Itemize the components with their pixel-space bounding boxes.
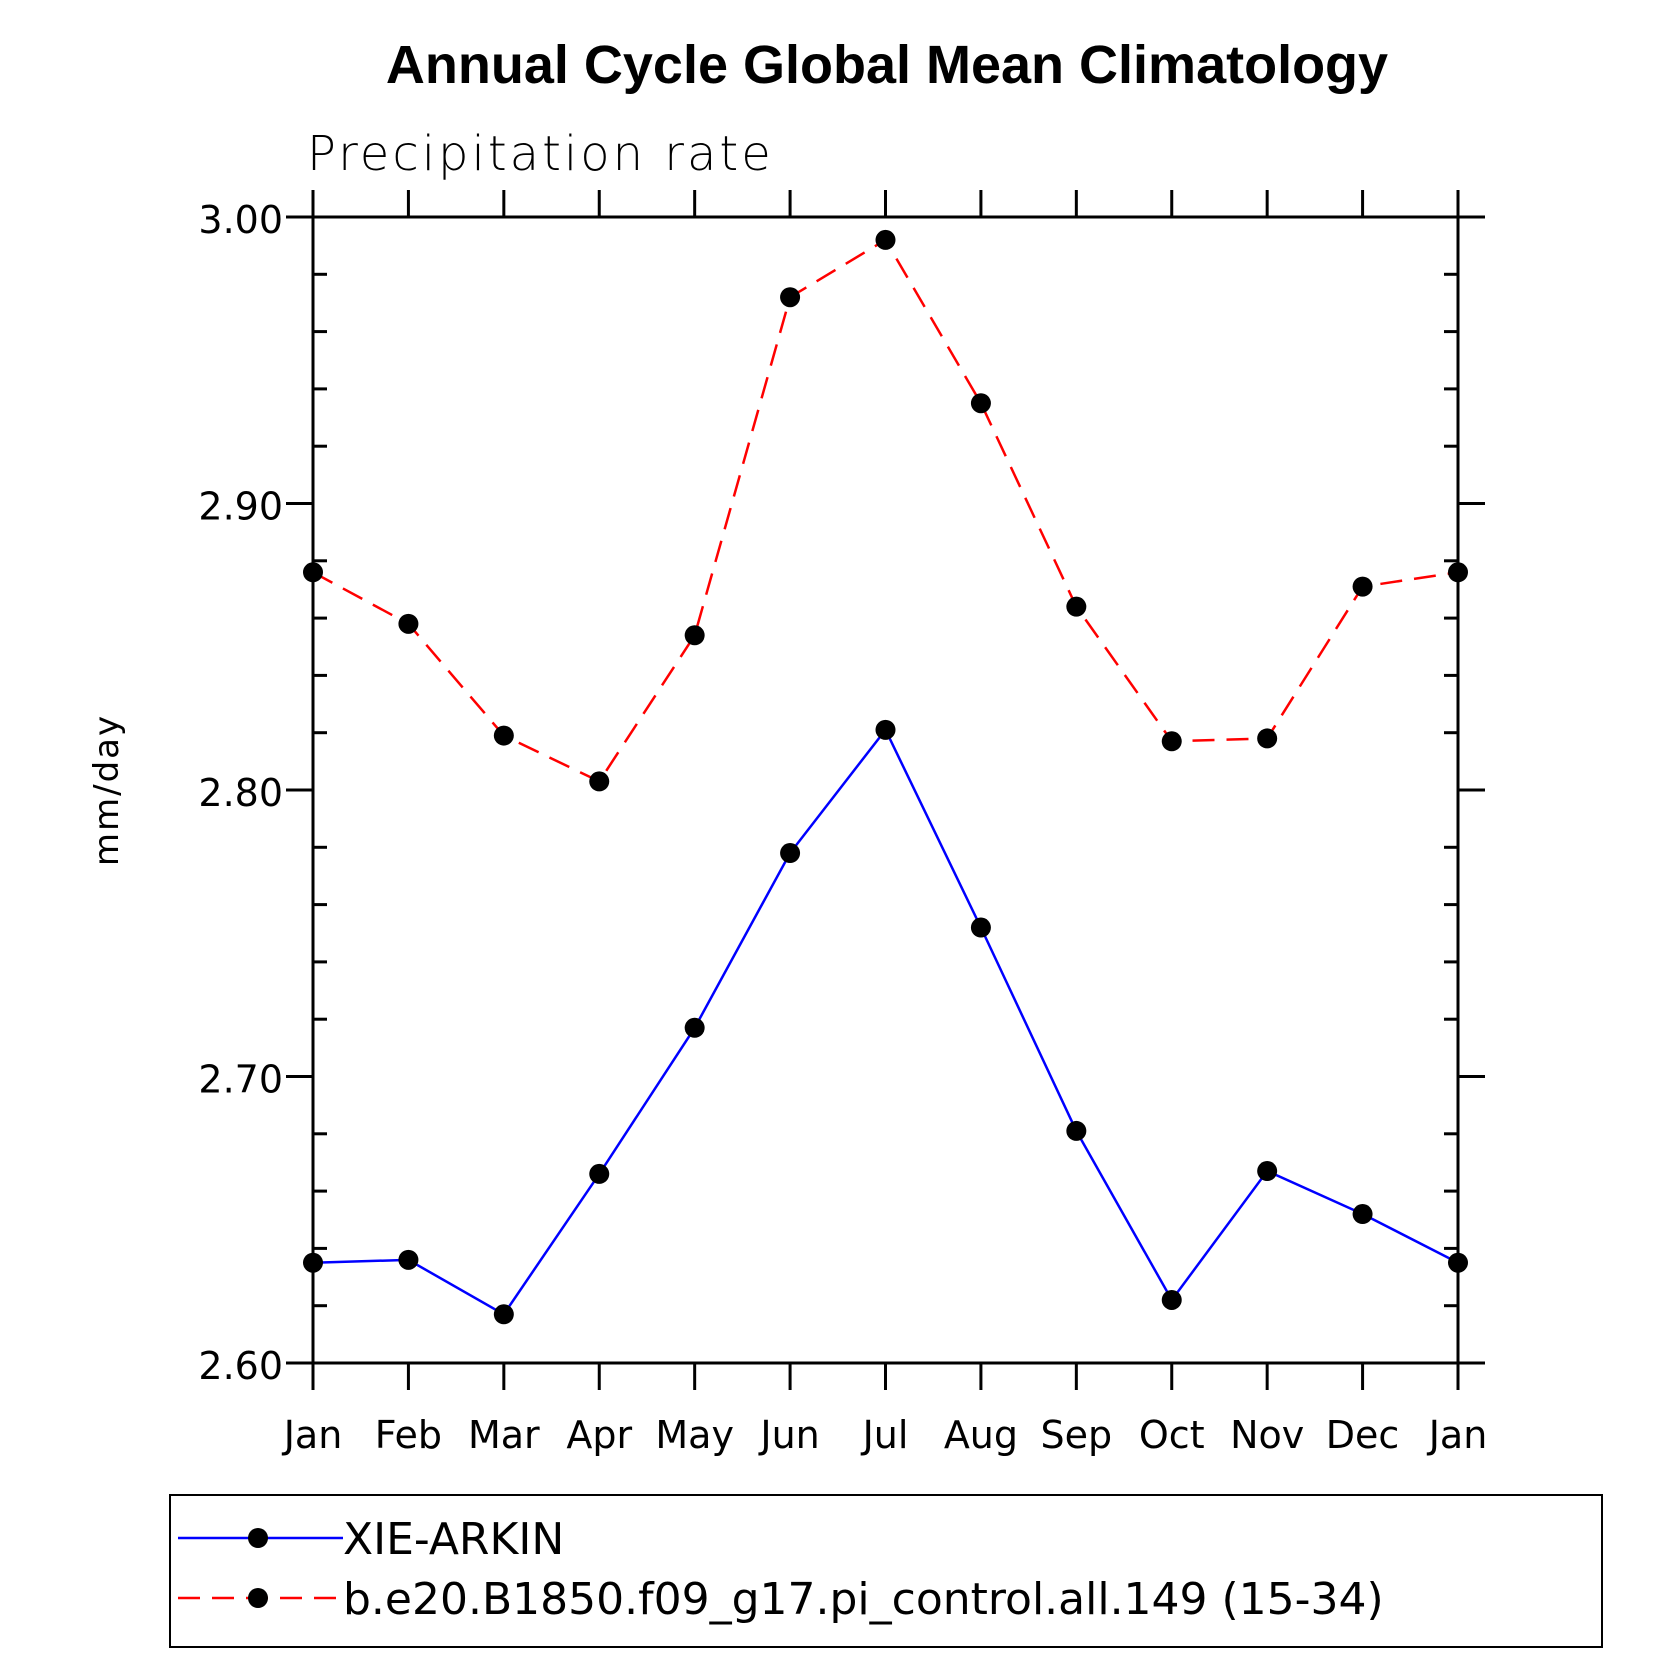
data-point [1448,562,1468,583]
data-point [970,917,991,938]
chart-subtitle: Precipitation rate [307,126,774,182]
data-point [589,771,610,792]
series-line-1 [312,727,1459,1316]
y-tick-label: 3.00 [198,198,283,242]
x-tick-label: Jan [282,1413,343,1457]
x-tick-label: Dec [1326,1413,1400,1457]
y-tick-label: 2.70 [198,1058,283,1102]
data-point [684,1017,705,1038]
data-point [589,1163,610,1184]
data-point [303,562,323,583]
data-point [1448,1252,1468,1273]
data-point [1257,728,1278,749]
axis-ticks [286,190,1485,1390]
x-tick-label: Nov [1230,1413,1304,1457]
series-markers [303,229,1468,1325]
x-tick-label: Jul [861,1413,909,1457]
x-tick-label: Sep [1041,1413,1113,1457]
data-point [780,843,801,864]
data-point [303,1252,323,1273]
data-point [398,1249,419,1270]
x-tick-label: Feb [375,1413,442,1457]
legend-marker [248,1528,268,1548]
data-point [684,625,705,646]
x-tick-label: Apr [566,1413,632,1457]
data-point [1161,1289,1182,1310]
x-tick-label: May [655,1413,734,1457]
data-point [398,613,419,634]
legend-label-2: b.e20.B1850.f09_g17.pi_control.all.149 (… [343,1574,1384,1625]
x-tick-label: Aug [944,1413,1018,1457]
data-point [875,229,896,250]
legend-box [169,1494,1603,1648]
data-point [1352,576,1373,597]
x-tick-labels: Jan Feb Mar Apr May Jun Jul Aug Sep Oct Nov Dec Jan [282,1413,1488,1457]
series-lines [312,238,1459,1316]
y-tick-label: 2.80 [198,771,283,815]
x-tick-label: Jan [1427,1413,1488,1457]
data-point [875,719,896,740]
y-tick-labels: 2.60 2.70 2.80 2.90 3.00 [198,198,283,1388]
data-point [1352,1204,1373,1225]
plot-frame [311,215,1460,1365]
data-point [493,725,514,746]
legend-label-1: XIE-ARKIN [343,1514,564,1565]
y-tick-label: 2.90 [198,485,283,529]
y-tick-label: 2.60 [198,1344,283,1388]
data-point [1257,1161,1278,1182]
data-point [493,1304,514,1325]
legend: XIE-ARKIN b.e20.B1850.f09_g17.pi_control.… [169,1494,1603,1648]
data-point [1161,731,1182,752]
x-tick-label: Jun [758,1413,819,1457]
data-point [970,393,991,414]
y-axis-label: mm/day [87,714,127,866]
data-point [780,287,801,308]
x-tick-label: Oct [1139,1413,1205,1457]
legend-marker [248,1588,268,1608]
series-line-2 [312,238,1459,784]
chart-title: Annual Cycle Global Mean Climatology [386,35,1388,95]
data-point [1066,596,1087,617]
x-tick-label: Mar [468,1413,540,1457]
data-point [1066,1120,1087,1141]
